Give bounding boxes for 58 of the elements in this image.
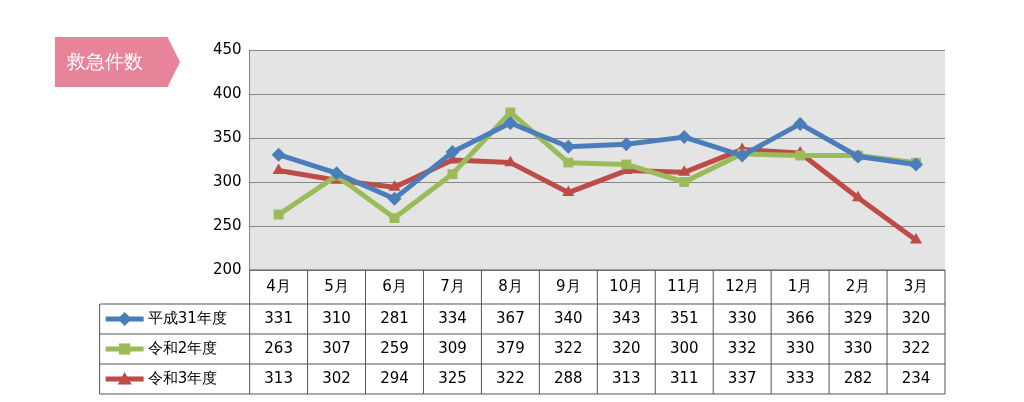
data-label: 311 [669,368,699,387]
x-tick-label: 12月 [725,276,760,295]
data-label: 309 [438,338,467,357]
data-label: 313 [264,368,293,387]
data-label: 294 [380,368,409,387]
data-label: 322 [496,368,525,387]
y-tick-label: 450 [212,39,242,58]
data-label: 330 [727,308,757,327]
data-label: 259 [380,338,409,357]
x-tick-label: 10月 [609,276,644,295]
data-label: 334 [438,308,467,327]
data-label: 263 [264,338,293,357]
data-label: 343 [611,308,641,327]
legend-label: 平成31年度 [147,308,227,327]
data-label: 288 [554,368,583,387]
x-tick-label: 8月 [498,276,523,295]
data-label: 281 [380,308,409,327]
x-tick-label: 1月 [787,276,813,295]
chart-title: 救急件数 [67,49,143,74]
x-tick-label: 7月 [440,276,465,295]
data-label: 313 [611,368,641,387]
data-label: 332 [727,338,757,357]
data-label: 322 [554,338,583,357]
x-tick-label: 5月 [324,276,349,295]
y-tick-label: 300 [212,171,242,190]
y-tick-label: 350 [212,127,242,146]
data-label: 330 [843,338,873,357]
data-label: 282 [843,368,873,387]
y-tick-label: 400 [212,83,242,102]
data-label: 320 [611,338,641,357]
data-label: 337 [727,368,757,387]
x-tick-label: 2月 [845,276,871,295]
data-label: 331 [264,308,293,327]
data-label: 322 [901,338,931,357]
y-tick-label: 250 [212,215,242,234]
data-label: 300 [669,338,699,357]
data-label: 333 [785,368,815,387]
x-tick-label: 6月 [382,276,407,295]
x-tick-label: 4月 [266,276,291,295]
data-label: 379 [496,338,525,357]
data-label: 325 [438,368,467,387]
data-label: 340 [554,308,583,327]
data-label: 351 [669,308,699,327]
data-label: 320 [901,308,931,327]
data-label: 329 [843,308,873,327]
x-tick-label: 3月 [903,276,929,295]
data-label: 302 [322,368,351,387]
x-tick-label: 11月 [667,276,702,295]
data-label: 307 [322,338,351,357]
data-label: 330 [785,338,815,357]
data-label: 310 [322,308,351,327]
data-label: 366 [785,308,815,327]
x-tick-label: 9月 [556,276,581,295]
data-label: 367 [496,308,525,327]
legend-label: 令和2年度 [147,338,218,357]
data-label: 234 [901,368,931,387]
y-tick-label: 200 [212,259,242,278]
legend-label: 令和3年度 [147,368,218,387]
